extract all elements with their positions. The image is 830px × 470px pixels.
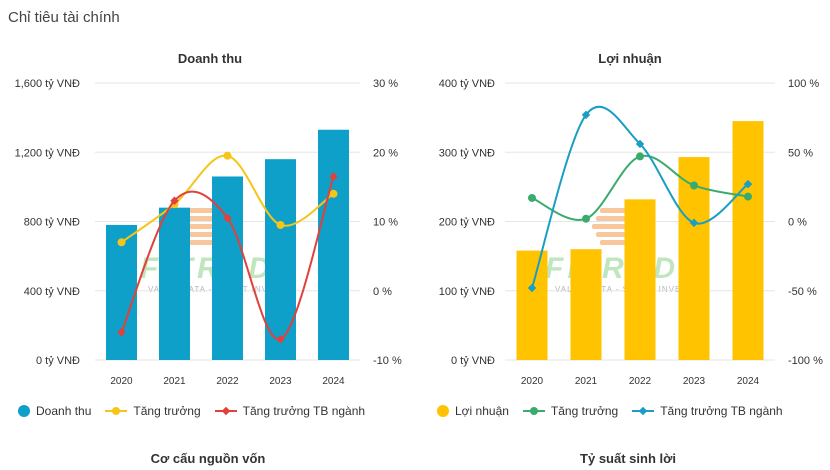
data-point: [582, 214, 590, 223]
bar: [106, 224, 137, 360]
legend-label: Tăng trưởng: [550, 404, 619, 418]
y-tick-label: 1,200 tỷ VNĐ: [15, 147, 80, 159]
y-tick-label: 1,600 tỷ VNĐ: [15, 78, 80, 90]
series-line: [531, 105, 749, 289]
profit-legend: Lợi nhuận Tăng trưởng Tăng trưởng TB ngà…: [437, 404, 797, 418]
data-point: [170, 196, 179, 205]
legend-label: Tăng trưởng TB ngành: [242, 404, 366, 418]
bar: [732, 121, 764, 361]
data-point: [276, 334, 285, 344]
profit-chart-title: Lợi nhuận: [598, 51, 662, 66]
revenue-legend: Doanh thu Tăng trưởng Tăng trưởng TB ngà…: [18, 404, 379, 418]
data-point: [744, 192, 752, 201]
x-tick-label: 2022: [629, 376, 652, 387]
y-tick-label: 400 tỷ VNĐ: [24, 286, 80, 298]
legend-label: Doanh thu: [36, 404, 92, 418]
x-tick-label: 2020: [521, 376, 544, 387]
line-swatch-icon: [522, 406, 545, 416]
x-tick-label: 2022: [216, 376, 239, 387]
bar-swatch-icon: [437, 405, 449, 417]
data-point: [117, 328, 126, 337]
legend-item-growth[interactable]: Tăng trưởng: [522, 404, 619, 418]
revenue-chart: FITRADE VALUE DATA - SMART INVEST 0 tỷ V…: [15, 78, 402, 387]
y-tick-label: 800 tỷ VNĐ: [24, 217, 80, 229]
y2-tick-label: 30 %: [373, 78, 398, 90]
bar: [624, 199, 656, 360]
data-point: [528, 193, 536, 202]
data-point: [690, 181, 698, 190]
legend-label: Tăng trưởng TB ngành: [660, 404, 783, 418]
legend-label: Lợi nhuận: [455, 404, 509, 418]
data-point: [329, 172, 338, 181]
profitability-title: Tỷ suất sinh lời: [580, 451, 676, 466]
bar-swatch-icon: [18, 405, 30, 417]
data-point: [329, 189, 338, 198]
svg-text:VALUE DATA - SMART INVEST: VALUE DATA - SMART INVEST: [555, 285, 694, 294]
y2-tick-label: -50 %: [788, 286, 817, 298]
data-point: [636, 152, 644, 161]
y-tick-label: 0 tỷ VNĐ: [451, 355, 495, 367]
bar: [516, 250, 548, 360]
data-point: [223, 213, 232, 223]
bar: [159, 207, 190, 360]
x-tick-label: 2021: [575, 376, 598, 387]
x-tick-label: 2021: [163, 376, 186, 387]
data-point: [223, 151, 232, 160]
page-title: Chỉ tiêu tài chính: [8, 9, 120, 26]
y2-tick-label: -10 %: [373, 355, 402, 367]
legend-item-revenue[interactable]: Doanh thu: [18, 404, 91, 418]
series-line: [120, 176, 335, 341]
data-point: [117, 238, 126, 247]
data-point: [276, 220, 285, 229]
y2-tick-label: 0 %: [373, 286, 392, 298]
bar: [570, 249, 602, 360]
line-swatch-icon: [632, 406, 655, 416]
legend-label: Tăng trưởng: [133, 404, 201, 418]
legend-item-growth[interactable]: Tăng trưởng: [105, 404, 201, 418]
x-tick-label: 2024: [322, 376, 345, 387]
y2-tick-label: 100 %: [788, 78, 819, 90]
x-tick-label: 2023: [269, 376, 292, 387]
y2-tick-label: 0 %: [788, 217, 807, 229]
line-swatch-icon: [105, 406, 128, 416]
y2-tick-label: 10 %: [373, 217, 398, 229]
bar: [318, 129, 349, 360]
y2-tick-label: 50 %: [788, 147, 813, 159]
profit-chart: FITRADE VALUE DATA - SMART INVEST 0 tỷ V…: [439, 78, 823, 387]
legend-item-industry-growth[interactable]: Tăng trưởng TB ngành: [632, 404, 783, 418]
y-tick-label: 0 tỷ VNĐ: [36, 355, 80, 367]
bar: [678, 157, 710, 360]
revenue-chart-title: Doanh thu: [177, 51, 243, 66]
x-tick-label: 2024: [737, 376, 760, 387]
y-tick-label: 300 tỷ VNĐ: [439, 147, 495, 159]
x-tick-label: 2023: [683, 376, 706, 387]
y-tick-label: 200 tỷ VNĐ: [439, 217, 495, 229]
legend-item-profit[interactable]: Lợi nhuận: [437, 404, 509, 418]
x-tick-label: 2020: [110, 376, 133, 387]
y-tick-label: 100 tỷ VNĐ: [439, 286, 495, 298]
legend-item-industry-growth[interactable]: Tăng trưởng TB ngành: [214, 404, 366, 418]
capital-structure-title: Cơ cấu nguồn vốn: [150, 451, 266, 466]
y2-tick-label: 20 %: [373, 147, 398, 159]
y-tick-label: 400 tỷ VNĐ: [439, 78, 495, 90]
y2-tick-label: -100 %: [788, 355, 823, 367]
line-swatch-icon: [214, 406, 237, 416]
